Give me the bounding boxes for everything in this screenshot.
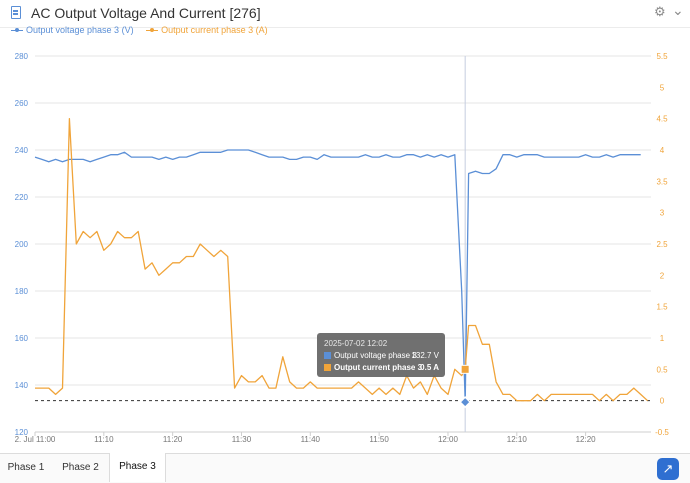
tooltip-voltage-row: Output voltage phase 3 (324, 351, 417, 360)
y-right-tick-label: -0.5 (655, 428, 669, 437)
chevron-down-icon[interactable]: ⌄ (672, 2, 684, 18)
y-right-tick-label: 2.5 (656, 240, 668, 249)
legend-item-current[interactable]: Output current phase 3 (A) (146, 25, 268, 35)
y-left-tick-label: 240 (15, 146, 29, 155)
legend-item-voltage[interactable]: Output voltage phase 3 (V) (11, 25, 134, 35)
tab-phase-3[interactable]: Phase 3 (109, 453, 166, 482)
x-tick-label: 11:20 (163, 435, 183, 444)
y-right-tick-label: 3.5 (656, 177, 668, 186)
gear-icon[interactable]: ⚙ (654, 4, 666, 19)
y-left-tick-label: 160 (15, 334, 29, 343)
tooltip-voltage-value: 132.7 V (411, 351, 439, 360)
y-right-tick-label: 1 (660, 334, 665, 343)
tooltip-voltage-label: Output voltage phase 3 (334, 351, 417, 360)
document-icon (11, 6, 21, 19)
current-hover-marker (460, 364, 470, 374)
chart-plot[interactable]: 2802602402202001801601401205.554.543.532… (0, 40, 690, 453)
y-right-tick-label: 1.5 (656, 303, 668, 312)
x-tick-label: 12:00 (438, 435, 459, 444)
y-left-tick-label: 220 (15, 193, 29, 202)
legend-voltage-label: Output voltage phase 3 (V) (26, 25, 134, 35)
y-left-tick-label: 140 (15, 381, 29, 390)
y-left-tick-label: 120 (15, 428, 29, 437)
tab-phase-2[interactable]: Phase 2 (62, 462, 99, 473)
y-right-tick-label: 0 (660, 397, 665, 406)
tooltip-current-value: 0.5 A (420, 363, 439, 372)
y-right-tick-label: 2 (660, 271, 665, 280)
legend-current-label: Output current phase 3 (A) (161, 25, 268, 35)
x-tick-label: 12:10 (507, 435, 528, 444)
phase-tabs: Phase 1 Phase 2 Phase 3 (0, 453, 690, 483)
legend-current-symbol (146, 27, 159, 33)
current-series-line (35, 118, 649, 402)
tab-phase-1[interactable]: Phase 1 (7, 462, 45, 473)
chart-header: AC Output Voltage And Current [276] ⚙ ⌄ (0, 0, 690, 28)
x-tick-label: 2. Jul 11:00 (15, 435, 56, 444)
x-tick-label: 11:40 (301, 435, 321, 444)
y-left-tick-label: 200 (15, 240, 29, 249)
voltage-series-line (34, 149, 641, 403)
x-tick-label: 11:50 (369, 435, 389, 444)
x-tick-label: 11:10 (94, 435, 114, 444)
voltage-hover-marker (459, 396, 472, 409)
chart-legend: Output voltage phase 3 (V) Output curren… (11, 25, 278, 39)
tooltip-current-label: Output current phase 3 (334, 363, 423, 372)
y-left-tick-label: 260 (15, 99, 29, 108)
y-left-tick-label: 280 (15, 52, 29, 61)
tooltip-time: 2025-07-02 12:02 (324, 339, 388, 348)
y-right-tick-label: 4 (660, 146, 665, 155)
legend-voltage-symbol (11, 27, 23, 33)
tooltip-current-row: Output current phase 3 (324, 363, 422, 372)
y-right-tick-label: 4.5 (656, 115, 668, 124)
chart-tooltip: 2025-07-02 12:02 Output voltage phase 3 … (317, 333, 445, 377)
y-left-tick-label: 180 (15, 287, 29, 296)
y-right-tick-label: 3 (660, 209, 665, 218)
export-icon[interactable]: ↗ (657, 458, 679, 480)
chart-title: AC Output Voltage And Current [276] (31, 5, 261, 21)
y-right-tick-label: 0.5 (656, 365, 668, 374)
y-right-tick-label: 5.5 (656, 52, 668, 61)
x-tick-label: 11:30 (232, 435, 252, 444)
x-tick-label: 12:20 (576, 435, 597, 444)
y-right-tick-label: 5 (660, 83, 665, 92)
